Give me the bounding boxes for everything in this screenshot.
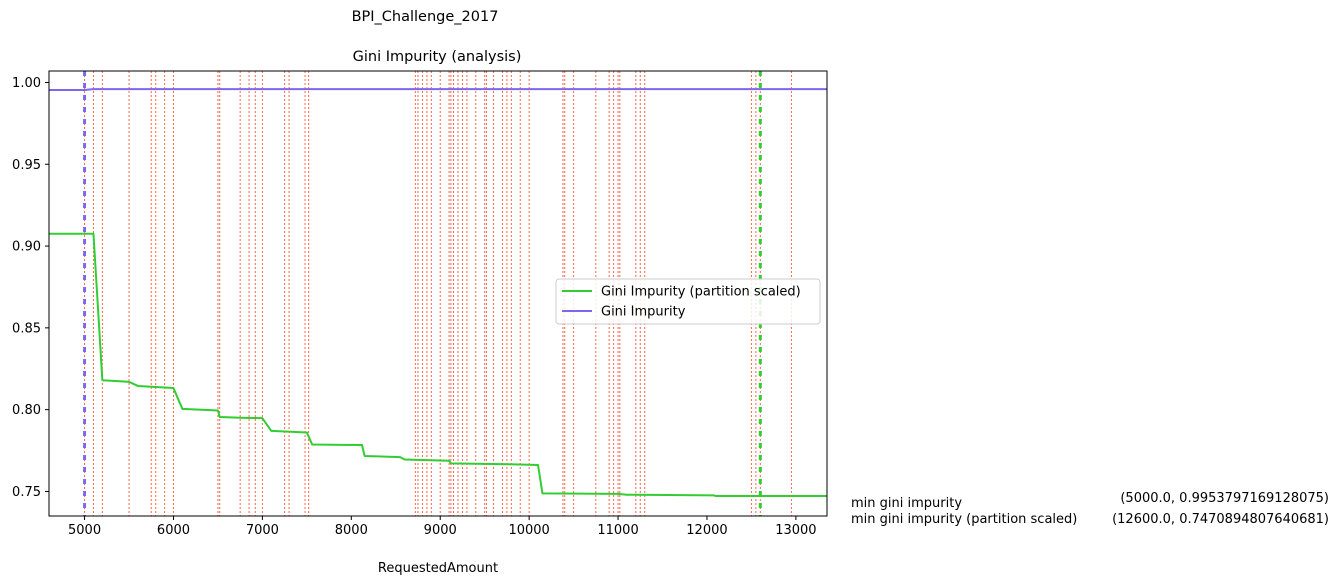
y-tick-label: 0.80 <box>12 403 41 418</box>
min-annotations: min gini impurity (5000.0, 0.99537971691… <box>851 491 1329 527</box>
annotation-min-partition-label: min gini impurity (partition scaled) <box>851 512 1077 527</box>
y-tick-label: 0.95 <box>12 158 41 173</box>
x-tick-label: 8000 <box>335 523 368 538</box>
min-marker-lines <box>83 71 762 516</box>
x-axis-label: RequestedAmount <box>378 561 498 576</box>
y-tick-label: 0.90 <box>12 240 41 255</box>
annotation-min-gini-label: min gini impurity <box>851 496 962 511</box>
annotation-min-partition-value: (12600.0, 0.7470894807640681) <box>1112 512 1329 527</box>
x-tick-label: 5000 <box>68 523 101 538</box>
series-line-partition-scaled <box>49 232 827 498</box>
y-axis: 0.75 0.80 0.85 0.90 0.95 1.00 <box>12 76 49 500</box>
legend-label-partition-scaled: Gini Impurity (partition scaled) <box>601 285 801 300</box>
x-tick-label: 7000 <box>246 523 279 538</box>
y-tick-label: 1.00 <box>12 76 41 91</box>
x-tick-label: 6000 <box>157 523 190 538</box>
plot-frame <box>48 70 828 517</box>
series-lines <box>49 88 827 498</box>
annotation-min-gini-value: (5000.0, 0.9953797169128075) <box>1120 491 1329 506</box>
x-tick-label: 11000 <box>597 523 638 538</box>
x-tick-label: 9000 <box>424 523 457 538</box>
legend-label-gini: Gini Impurity <box>601 305 686 320</box>
figure-title: BPI_Challenge_2017 <box>352 9 499 25</box>
x-tick-label: 12000 <box>686 523 727 538</box>
legend-box <box>555 278 821 325</box>
plot-area <box>49 71 827 516</box>
legend: Gini Impurity (partition scaled) Gini Im… <box>555 278 821 325</box>
x-tick-label: 13000 <box>775 523 816 538</box>
y-tick-label: 0.85 <box>12 321 41 336</box>
series-line-gini <box>49 88 827 91</box>
x-axis: 5000 6000 7000 8000 9000 10000 11000 12000 13000 <box>68 516 817 538</box>
x-tick-label: 10000 <box>508 523 549 538</box>
y-tick-label: 0.75 <box>12 485 41 500</box>
chart-title: Gini Impurity (analysis) <box>353 49 522 65</box>
